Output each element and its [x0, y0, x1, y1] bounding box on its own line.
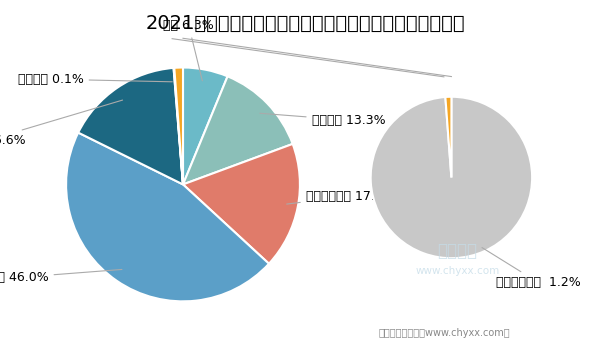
Wedge shape — [174, 68, 183, 184]
Wedge shape — [183, 68, 228, 184]
Text: 中央预算资金  1.2%: 中央预算资金 1.2% — [482, 247, 581, 289]
Text: 利用外资 0.1%: 利用外资 0.1% — [18, 73, 172, 86]
Text: 债券 6.3%: 债券 6.3% — [163, 19, 214, 81]
Text: www.chyxx.com: www.chyxx.com — [415, 267, 500, 276]
Wedge shape — [445, 97, 451, 177]
Wedge shape — [174, 68, 183, 184]
Text: 其他资金 46.0%: 其他资金 46.0% — [0, 269, 122, 284]
Wedge shape — [66, 133, 269, 301]
Text: 2021年四川省市政设施实际到位资金来源占比情况统计图: 2021年四川省市政设施实际到位资金来源占比情况统计图 — [145, 14, 465, 33]
Wedge shape — [78, 68, 183, 184]
Wedge shape — [183, 144, 300, 264]
Text: 国内贷款 13.3%: 国内贷款 13.3% — [260, 113, 386, 127]
Wedge shape — [371, 97, 532, 258]
Wedge shape — [183, 76, 293, 184]
Text: 智研咨询: 智研咨询 — [437, 242, 478, 260]
Text: 制图：智研咨询（www.chyxx.com）: 制图：智研咨询（www.chyxx.com） — [378, 327, 510, 338]
Text: 自筹资金 16.6%: 自筹资金 16.6% — [0, 100, 123, 147]
Text: 国家预算资金 17.7%: 国家预算资金 17.7% — [287, 190, 395, 204]
